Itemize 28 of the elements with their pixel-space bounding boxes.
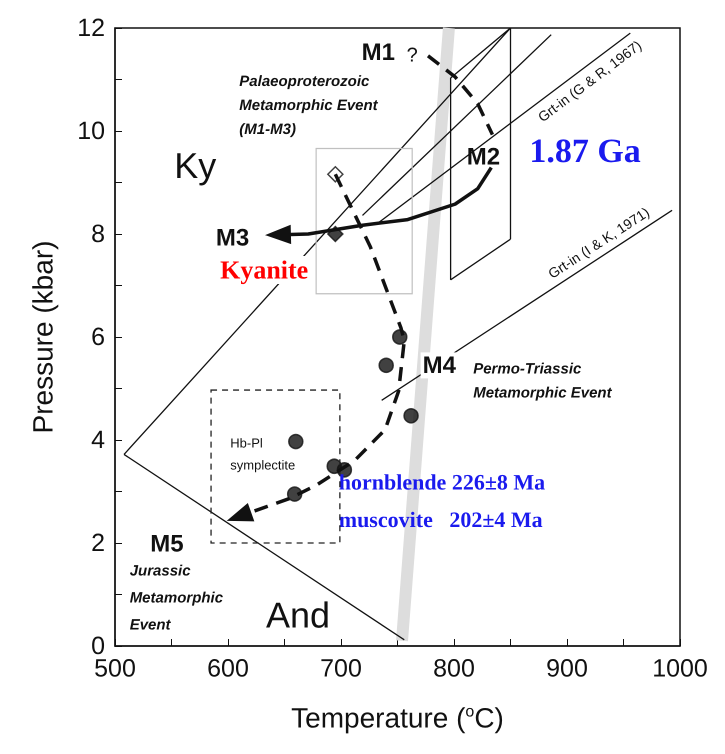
- annotation: And: [266, 594, 330, 636]
- y-tick-label: 12: [77, 14, 105, 42]
- annotation: Permo-Triassic Metamorphic Event: [473, 360, 613, 402]
- x-tick-label: 1000: [652, 654, 708, 682]
- annotation: Jurassic Metamorphic Event: [130, 562, 224, 634]
- y-tick-label: 6: [91, 323, 105, 351]
- annotation: Hb-Pl symplectite: [230, 435, 296, 472]
- annotation: M2: [466, 143, 500, 170]
- x-tick-label: 600: [207, 654, 249, 682]
- annotation: M4: [422, 352, 457, 379]
- y-tick-label: 8: [91, 220, 105, 248]
- annotation: M3: [216, 224, 250, 252]
- annotation: M5: [150, 530, 184, 558]
- x-tick-label: 800: [433, 654, 475, 682]
- y-tick-label: 2: [91, 529, 105, 557]
- annotation: Kyanite: [220, 256, 308, 285]
- annotation: Ky: [174, 145, 216, 186]
- y-tick-label: 4: [91, 426, 106, 454]
- y-tick-label: 10: [77, 117, 105, 145]
- annotation: M1: [362, 39, 395, 66]
- y-axis-title: Pressure (kbar): [28, 240, 58, 434]
- annotation: muscovite 202±4 Ma: [338, 506, 543, 532]
- annotation: ?: [406, 44, 418, 66]
- x-tick-label: 700: [320, 654, 362, 682]
- x-tick-label: 900: [546, 654, 588, 682]
- annotation: Palaeoproterozoic Metamorphic Event (M1-M3): [239, 72, 379, 138]
- annotation: hornblende 226±8 Ma: [338, 470, 546, 495]
- annotation: 1.87 Ga: [529, 133, 641, 170]
